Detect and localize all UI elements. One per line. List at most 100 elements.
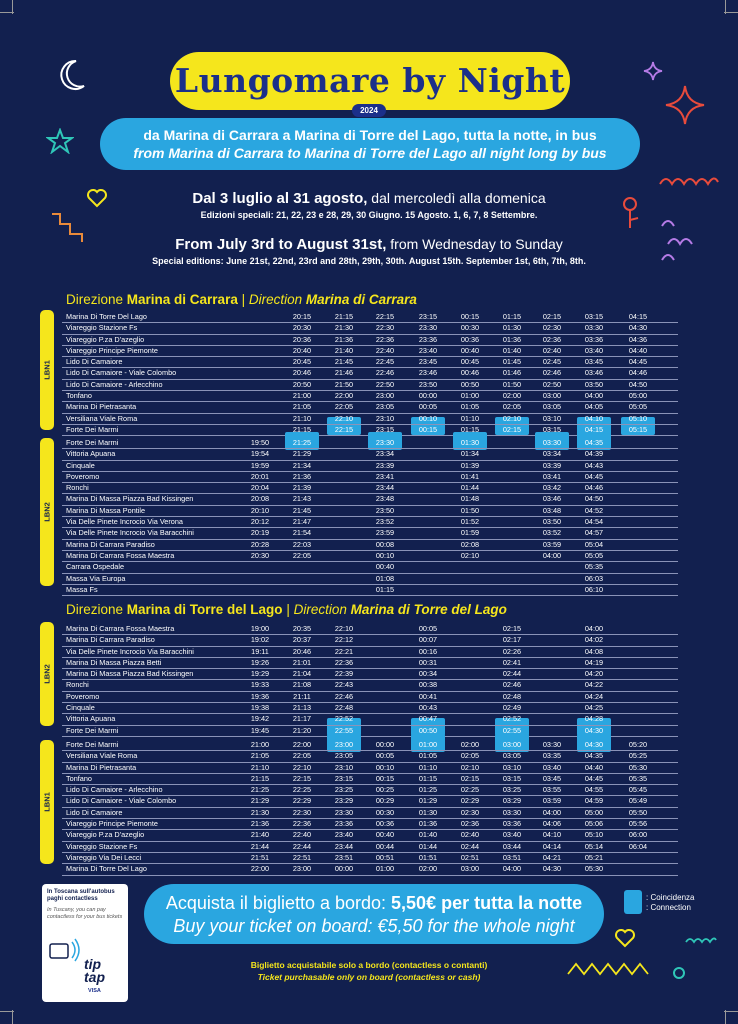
departure-time: 00:15 xyxy=(418,424,438,434)
departure-time: 00:15 xyxy=(375,773,395,783)
departure-time: 00:50 xyxy=(460,379,480,389)
departure-time: 01:40 xyxy=(502,345,522,355)
table-row: Marina Di Massa Piazza Bad Kissingen 20:0… xyxy=(62,494,678,506)
table-row: Massa Via Europa 01:08 06:03 xyxy=(62,574,678,585)
departure-time: 21:11 xyxy=(293,691,311,701)
departure-time: 05:25 xyxy=(628,751,648,761)
departure-time: 00:34 xyxy=(418,669,438,679)
dir-it-prefix: Direzione xyxy=(66,292,127,307)
table-row: Tonfano 21:00 22:00 23:00 00:00 01:00 02:00 03:… xyxy=(62,391,678,403)
dir-it-dest: Marina di Carrara xyxy=(126,292,238,307)
departure-time: 04:30 xyxy=(584,725,604,735)
departure-time: 21:39 xyxy=(292,483,312,493)
stop-name: Vittoria Apuana xyxy=(66,449,116,459)
departure-time: 03:15 xyxy=(584,312,604,321)
table-row: Viareggio Stazione Fs 20:30 21:30 22:30 23:3… xyxy=(62,323,678,335)
departure-time: 23:36 xyxy=(334,819,354,829)
pin-icon xyxy=(623,197,639,228)
departure-time: 20:15 xyxy=(292,312,312,321)
departure-time: 05:00 xyxy=(584,807,604,817)
departure-time: 01:52 xyxy=(460,517,480,527)
departure-time: 19:11 xyxy=(251,646,269,656)
departure-time: 00:10 xyxy=(375,762,395,772)
line-lbn2-badge: LBN2 xyxy=(40,622,54,726)
departure-time: 23:51 xyxy=(334,852,354,862)
departure-time: 03:44 xyxy=(502,841,522,851)
departure-time: 04:45 xyxy=(584,471,604,481)
departure-time: 06:04 xyxy=(628,841,648,851)
connection-highlight xyxy=(577,734,611,752)
stop-name: Marina Di Torre Del Lago xyxy=(66,864,147,874)
departure-time: 00:46 xyxy=(460,368,480,378)
departure-time: 21:43 xyxy=(292,494,312,504)
departure-time: 02:40 xyxy=(542,345,562,355)
departure-time: 04:39 xyxy=(584,449,604,459)
departure-time: 23:15 xyxy=(418,312,438,321)
departure-time: 02:48 xyxy=(502,691,522,701)
stop-name: Marina Di Massa Piazza Betti xyxy=(66,657,162,667)
departure-time: 23:48 xyxy=(375,494,395,504)
departure-time: 20:04 xyxy=(250,483,270,493)
departure-time: 04:06 xyxy=(542,819,562,829)
departure-time: 05:05 xyxy=(628,402,648,412)
departure-time: 04:24 xyxy=(584,691,604,701)
departure-time: 00:10 xyxy=(418,413,438,423)
departure-time: 03:50 xyxy=(542,517,562,527)
departure-time: 00:30 xyxy=(375,807,395,817)
departure-time: 21:08 xyxy=(292,680,312,690)
departure-time: 21:45 xyxy=(334,357,354,367)
departure-time: 20:01 xyxy=(250,471,270,481)
table-row: Lido Di Camaiore 21:30 22:30 23:30 00:30 01:3… xyxy=(62,807,678,820)
heart-outline-icon xyxy=(615,929,635,948)
departure-time: 20:30 xyxy=(250,550,270,560)
table-row: Vittoria Apuana 19:54 21:29 23:34 01:34 03:34… xyxy=(62,449,678,461)
timetable-torre-lbn1: Forte Dei Marmi 21:00 22:00 23:00 00:00 01:00… xyxy=(62,734,678,876)
ticket-banner: Acquista il biglietto a bordo: 5,50€ per… xyxy=(144,884,604,944)
departure-time: 02:25 xyxy=(460,785,480,795)
departure-time: 04:40 xyxy=(628,345,648,355)
departure-time: 01:44 xyxy=(418,841,438,851)
table-row: Lido Di Camaiore 20:45 21:45 22:45 23:45 00:4… xyxy=(62,357,678,369)
departure-time: 03:30 xyxy=(584,323,604,333)
departure-time: 19:54 xyxy=(250,449,270,459)
departure-time: 20:10 xyxy=(250,505,270,515)
departure-time: 19:00 xyxy=(250,624,270,633)
connection-highlight xyxy=(453,432,487,450)
dir-en-dest: Marina di Torre del Lago xyxy=(350,602,507,617)
departure-time: 03:40 xyxy=(584,345,604,355)
departure-time: 23:40 xyxy=(418,345,438,355)
departure-time: 21:29 xyxy=(292,449,312,459)
board-note-it: Biglietto acquistabile solo a bordo (con… xyxy=(250,960,488,970)
departure-time: 22:36 xyxy=(334,657,354,667)
departure-time: 23:10 xyxy=(375,413,395,423)
departure-time: 21:47 xyxy=(292,517,312,527)
departure-time: 02:52 xyxy=(502,714,522,724)
departure-time: 21:36 xyxy=(250,819,270,829)
departure-time: 20:45 xyxy=(292,357,312,367)
stop-name: Lido Di Camaiore - Viale Colombo xyxy=(66,796,177,806)
departure-time: 00:40 xyxy=(375,562,395,572)
legend-en: : Connection xyxy=(646,903,691,912)
departure-time: 21:01 xyxy=(292,657,312,667)
departure-time: 21:51 xyxy=(250,852,270,862)
departure-time: 23:30 xyxy=(418,323,438,333)
departure-time: 02:46 xyxy=(542,368,562,378)
departure-time: 04:43 xyxy=(584,460,604,470)
departure-time: 21:30 xyxy=(334,323,354,333)
table-row: Marina Di Carrara Paradiso 19:02 20:37 22:1… xyxy=(62,635,678,647)
stop-name: Viareggio Via Dei Lecci xyxy=(66,852,142,862)
departure-time: 04:20 xyxy=(584,669,604,679)
departure-time: 20:36 xyxy=(292,334,312,344)
subtitle-it: da Marina di Carrara a Marina di Torre d… xyxy=(143,127,597,143)
departure-time: 03:42 xyxy=(542,483,562,493)
line-lbn2-label: LBN2 xyxy=(42,664,52,684)
stop-name: Ronchi xyxy=(66,680,89,690)
stop-name: Poveromo xyxy=(66,471,100,481)
payment-cards: VISA xyxy=(88,988,101,994)
table-row: Versiliana Viale Roma 21:10 22:10 23:10 00:1… xyxy=(62,414,678,425)
table-row: Ronchi 20:04 21:39 23:44 01:44 03:42 04:46 xyxy=(62,483,678,495)
departure-time: 21:05 xyxy=(292,402,312,412)
departure-time: 22:21 xyxy=(334,646,354,656)
departure-time: 02:36 xyxy=(542,334,562,344)
